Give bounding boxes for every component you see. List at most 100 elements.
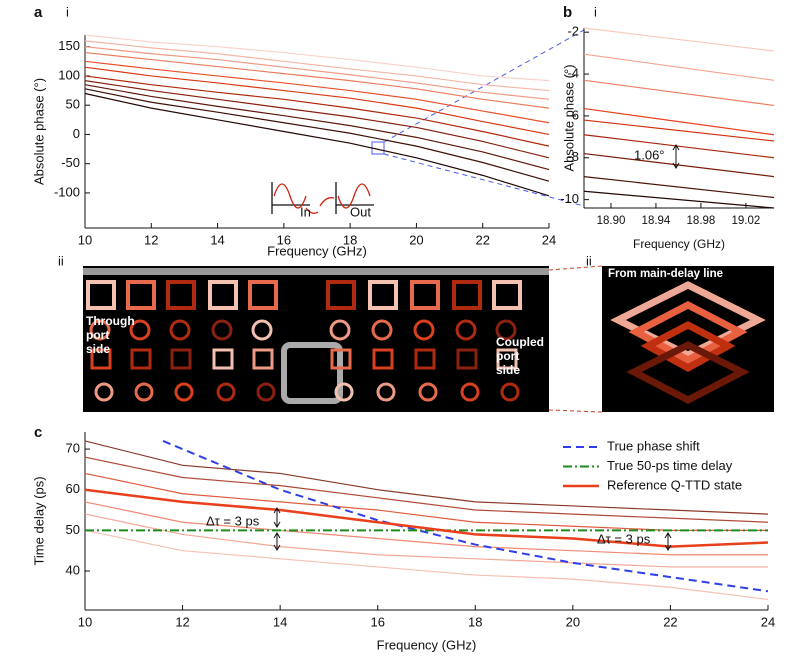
- x-tick-label: 18: [468, 614, 482, 629]
- panel-label: i: [594, 4, 597, 19]
- series-line: [84, 40, 550, 92]
- chip-structure: [251, 319, 273, 341]
- annotation: Δτ = 3 ps: [206, 513, 260, 528]
- chip-structure: [414, 348, 436, 370]
- chip-structure: [371, 319, 393, 341]
- chip-structure: [418, 382, 438, 402]
- chip-structure: [170, 348, 192, 370]
- series-line: [583, 152, 775, 178]
- panel-label: i: [66, 4, 69, 19]
- x-tick-label: 18.90: [597, 215, 626, 227]
- chip-structure: [169, 319, 191, 341]
- x-tick-label: 16: [277, 232, 291, 247]
- chip-structure: [460, 382, 480, 402]
- x-tick-label: 24: [761, 614, 775, 629]
- series-line: [583, 53, 775, 81]
- y-tick-label: 70: [66, 441, 80, 456]
- chip-structure: [216, 382, 236, 402]
- chip-structure: [329, 319, 351, 341]
- chip-structure: [492, 280, 522, 310]
- image-label: side: [86, 342, 110, 356]
- chip-structure: [452, 280, 482, 310]
- x-tick-label: 12: [175, 614, 189, 629]
- annotation-arrowhead: [664, 544, 672, 551]
- chip-structure: [410, 280, 440, 310]
- series-line: [583, 134, 775, 159]
- y-tick-label: -6: [567, 107, 579, 122]
- series-line: [84, 529, 769, 601]
- chip-structure: [94, 382, 114, 402]
- series-line: [84, 60, 550, 124]
- series-line: [583, 119, 775, 142]
- legend-label: True phase shift: [607, 438, 700, 453]
- chip-structure: [134, 382, 154, 402]
- x-tick-label: 18: [343, 232, 357, 247]
- zoom-line: [383, 153, 585, 207]
- series-line: [84, 501, 768, 556]
- chip-structure: [89, 319, 111, 341]
- image-label: port: [86, 328, 109, 342]
- inset-image: [602, 266, 774, 412]
- chip-structure: [326, 280, 356, 310]
- chip-structure: [455, 319, 477, 341]
- series-line: [84, 84, 550, 171]
- image-label: port: [496, 349, 519, 363]
- in-out-sketch: [271, 182, 374, 214]
- x-tick-label: 24: [542, 232, 556, 247]
- image-label: side: [496, 363, 520, 377]
- chip-structure: [495, 319, 517, 341]
- chip-structure: [90, 348, 112, 370]
- x-tick-label: 18.94: [642, 215, 671, 227]
- annotation: 1.06°: [634, 147, 665, 162]
- series-line: [84, 34, 550, 82]
- chip-structure: [129, 319, 151, 341]
- chip-structure: [334, 382, 354, 402]
- x-tick-label: 12: [144, 232, 158, 247]
- series-line: [583, 27, 775, 52]
- chip-structure: [86, 280, 116, 310]
- zoom-line: [383, 29, 585, 143]
- chip-structure: [252, 348, 274, 370]
- chip-structure: [130, 348, 152, 370]
- y-axis-label: Time delay (ps): [31, 476, 46, 565]
- connector: [548, 409, 603, 413]
- series-line: [84, 488, 769, 548]
- chip-structure: [496, 348, 518, 370]
- series-line: [162, 440, 769, 593]
- x-tick-label: 14: [273, 614, 287, 629]
- chip-structure: [248, 280, 278, 310]
- chip-structure: [372, 348, 394, 370]
- chip-structure: [174, 382, 194, 402]
- y-tick-label: -4: [567, 65, 579, 80]
- x-axis-label: Frequency (GHz): [377, 637, 477, 652]
- series-line: [84, 80, 550, 159]
- series-line: [84, 440, 769, 515]
- annotation-arrowhead: [273, 532, 281, 539]
- y-tick-label: -2: [567, 24, 579, 39]
- y-tick-label: 100: [58, 67, 80, 82]
- annotation-arrowhead: [672, 162, 680, 169]
- x-axis-label: Frequency (GHz): [267, 243, 367, 258]
- chip-structure: [212, 348, 234, 370]
- chip-structure: [500, 382, 520, 402]
- series-line: [84, 51, 550, 109]
- x-tick-label: 16: [370, 614, 384, 629]
- x-tick-label: 22: [475, 232, 489, 247]
- series-line: [84, 513, 768, 568]
- annotation-arrowhead: [273, 544, 281, 551]
- y-tick-label: 150: [58, 38, 80, 53]
- y-tick-label: -100: [54, 184, 80, 199]
- chip-structure: [456, 348, 478, 370]
- x-tick-label: 10: [78, 614, 92, 629]
- legend-label: True 50-ps time delay: [607, 458, 733, 473]
- chip-structure: [208, 280, 238, 310]
- connector: [548, 265, 603, 271]
- image-label: Coupled: [496, 335, 544, 349]
- series-line: [84, 456, 769, 523]
- x-tick-label: 10: [78, 232, 92, 247]
- series-line: [84, 75, 550, 147]
- x-tick-label: 19.02: [732, 215, 761, 227]
- panel-label: ii: [586, 253, 592, 268]
- y-tick-label: -8: [567, 149, 579, 164]
- chip-trace: [281, 342, 343, 404]
